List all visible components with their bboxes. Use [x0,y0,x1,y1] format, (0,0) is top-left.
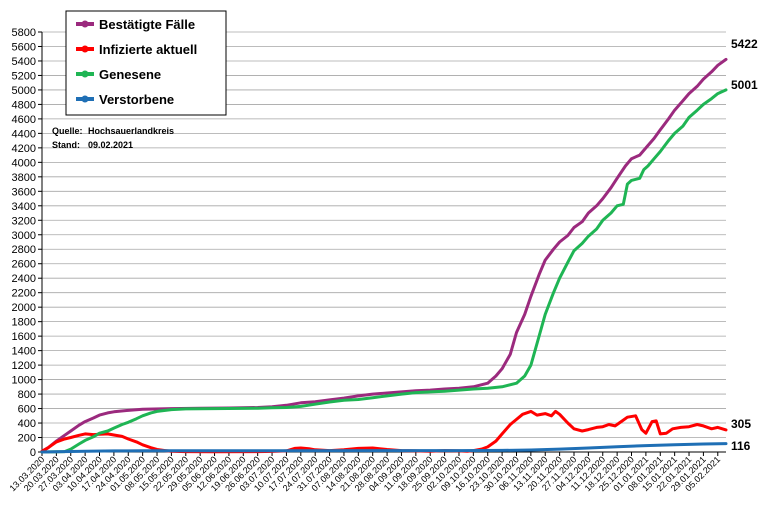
y-tick-label: 1800 [12,317,36,329]
source-value: Hochsauerlandkreis [88,126,174,136]
legend-items: Bestätigte Fälle Infizierte aktuell Genese… [76,17,197,107]
end-label-infizierte-aktuell: 305 [731,417,751,431]
y-tick-label: 4800 [12,99,36,111]
legend-label-verstorbene: Verstorbene [99,92,174,107]
y-axis: 0 200 400 600 800 1000 1200 1400 1600 1800 2000 220… [12,27,43,459]
legend-marker-bestaetigte-faelle [81,20,89,28]
y-tick-label: 5800 [12,27,36,39]
legend-marker-verstorbene [81,95,89,103]
y-tick-label: 2600 [12,259,36,271]
series-line-verstorbene [40,442,728,454]
date-label: Stand: [52,140,80,150]
legend-marker-infizierte-aktuell [81,45,89,53]
y-tick-label: 600 [18,404,36,416]
y-tick-label: 5400 [12,56,36,68]
y-tick-label: 3200 [12,215,36,227]
series-line-genesene [40,88,728,454]
end-label-genesene: 5001 [731,78,758,92]
grid [42,31,726,453]
y-tick-label: 0 [30,447,36,459]
x-axis: 13.03.202020.03.202027.03.202003.04.2020… [7,451,726,493]
y-tick-label: 3800 [12,172,36,184]
legend-label-genesene: Genesene [99,67,161,82]
y-tick-label: 2800 [12,244,36,256]
end-labels: 5422 305 5001 116 [731,37,758,453]
y-tick-label: 3000 [12,230,36,242]
legend: Bestätigte Fälle Infizierte aktuell Genese… [65,10,227,116]
y-tick-label: 4600 [12,114,36,126]
y-tick-label: 200 [18,433,36,445]
y-tick-label: 1600 [12,331,36,343]
y-tick-label: 5200 [12,70,36,82]
y-tick-label: 5600 [12,41,36,53]
end-label-bestaetigte-faelle: 5422 [731,37,758,51]
legend-label-bestaetigte-faelle: Bestätigte Fälle [99,17,195,32]
y-tick-label: 800 [18,389,36,401]
y-tick-label: 4400 [12,128,36,140]
date-value: 09.02.2021 [88,140,133,150]
source-annotation: Quelle: Hochsauerlandkreis Stand: 09.02.… [52,126,174,150]
y-tick-label: 5000 [12,85,36,97]
end-label-verstorbene: 116 [731,439,751,453]
series-lines [40,57,728,454]
y-tick-label: 2400 [12,273,36,285]
y-tick-label: 2200 [12,288,36,300]
legend-label-infizierte-aktuell: Infizierte aktuell [99,42,197,57]
y-tick-label: 2000 [12,302,36,314]
y-tick-label: 4200 [12,143,36,155]
y-tick-label: 1000 [12,375,36,387]
series-line-bestaetigte-faelle [40,57,728,453]
y-tick-label: 4000 [12,157,36,169]
y-tick-label: 3600 [12,186,36,198]
y-tick-label: 3400 [12,201,36,213]
y-tick-label: 400 [18,418,36,430]
source-label: Quelle: [52,126,83,136]
y-tick-label: 1200 [12,360,36,372]
legend-marker-genesene [81,70,89,78]
y-tick-label: 1400 [12,346,36,358]
